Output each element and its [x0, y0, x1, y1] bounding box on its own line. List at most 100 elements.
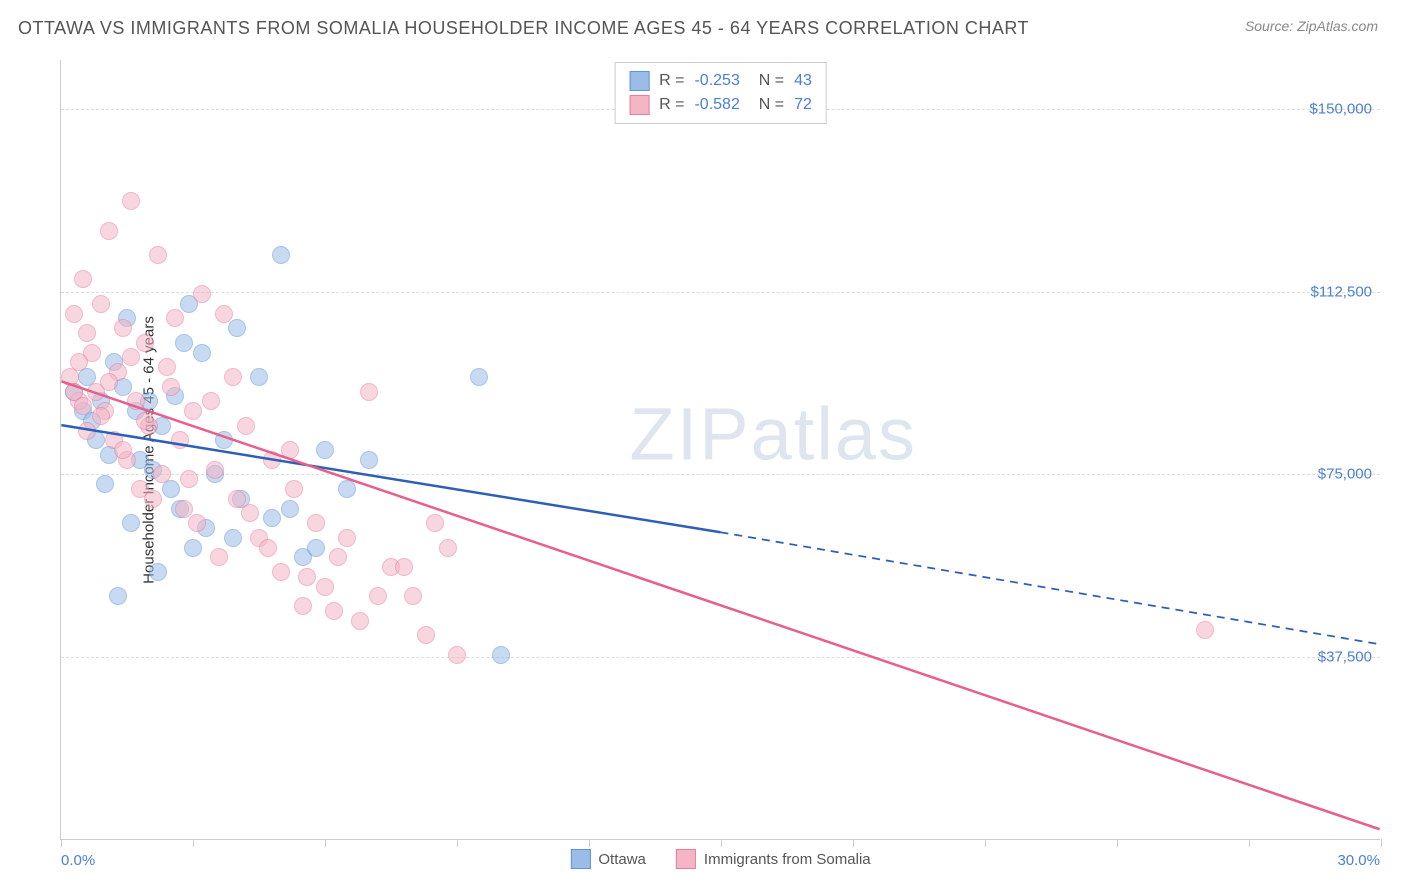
grid-line	[61, 474, 1380, 475]
scatter-point	[351, 612, 369, 630]
scatter-point	[180, 470, 198, 488]
x-tick	[985, 839, 986, 847]
x-tick	[325, 839, 326, 847]
x-min-label: 0.0%	[61, 852, 95, 869]
scatter-point	[228, 490, 246, 508]
legend-r-val-2: -0.582	[694, 93, 739, 117]
scatter-point	[122, 514, 140, 532]
scatter-point	[316, 441, 334, 459]
scatter-point	[259, 539, 277, 557]
scatter-point	[272, 246, 290, 264]
legend-r-label-2: R =	[659, 93, 684, 117]
legend-n-label: N =	[750, 69, 784, 93]
x-tick	[1249, 839, 1250, 847]
scatter-point	[78, 422, 96, 440]
legend-n-val-1: 43	[794, 69, 812, 93]
legend-n-val-2: 72	[794, 93, 812, 117]
legend-n-label-2: N =	[750, 93, 784, 117]
scatter-point	[122, 348, 140, 366]
legend-swatch-ottawa-b	[570, 849, 590, 869]
scatter-point	[193, 285, 211, 303]
legend-swatch-somalia	[629, 95, 649, 115]
watermark: ZIPatlas	[630, 391, 917, 476]
scatter-point	[136, 334, 154, 352]
scatter-point	[224, 368, 242, 386]
legend-bottom: Ottawa Immigrants from Somalia	[570, 849, 870, 869]
scatter-point	[149, 246, 167, 264]
scatter-point	[70, 353, 88, 371]
scatter-point	[263, 509, 281, 527]
scatter-point	[369, 587, 387, 605]
scatter-point	[307, 539, 325, 557]
scatter-point	[114, 441, 132, 459]
scatter-point	[153, 465, 171, 483]
scatter-point	[193, 344, 211, 362]
scatter-point	[74, 397, 92, 415]
legend-r-val-1: -0.253	[694, 69, 739, 93]
x-max-label: 30.0%	[1337, 852, 1380, 869]
scatter-point	[307, 514, 325, 532]
scatter-point	[470, 368, 488, 386]
scatter-point	[360, 383, 378, 401]
scatter-point	[294, 597, 312, 615]
scatter-point	[171, 431, 189, 449]
x-tick	[853, 839, 854, 847]
scatter-point	[215, 305, 233, 323]
scatter-point	[263, 451, 281, 469]
x-tick	[193, 839, 194, 847]
legend-label-ottawa: Ottawa	[598, 851, 646, 868]
scatter-point	[184, 402, 202, 420]
x-tick	[589, 839, 590, 847]
scatter-point	[96, 475, 114, 493]
legend-top-row-2: R = -0.582 N = 72	[629, 93, 812, 117]
scatter-point	[395, 558, 413, 576]
scatter-point	[338, 480, 356, 498]
x-tick	[1381, 839, 1382, 847]
scatter-point	[92, 407, 110, 425]
y-tick-label: $37,500	[1318, 649, 1372, 666]
trendlines-svg	[61, 60, 1380, 839]
scatter-point	[144, 490, 162, 508]
legend-top: R = -0.253 N = 43 R = -0.582 N = 72	[614, 62, 827, 124]
grid-line	[61, 292, 1380, 293]
scatter-point	[92, 295, 110, 313]
scatter-point	[241, 504, 259, 522]
source-label: Source: ZipAtlas.com	[1245, 18, 1378, 34]
watermark-bold: ZIP	[630, 392, 751, 475]
x-tick	[721, 839, 722, 847]
scatter-point	[325, 602, 343, 620]
legend-swatch-somalia-b	[676, 849, 696, 869]
y-tick-label: $75,000	[1318, 466, 1372, 483]
scatter-point	[228, 319, 246, 337]
scatter-point	[237, 417, 255, 435]
chart-title: OTTAWA VS IMMIGRANTS FROM SOMALIA HOUSEH…	[18, 18, 1029, 39]
scatter-point	[285, 480, 303, 498]
chart-container: Householder Income Ages 45 - 64 years ZI…	[60, 60, 1380, 840]
scatter-point	[215, 431, 233, 449]
legend-swatch-ottawa	[629, 71, 649, 91]
scatter-point	[417, 626, 435, 644]
scatter-point	[162, 378, 180, 396]
x-tick	[61, 839, 62, 847]
scatter-point	[136, 412, 154, 430]
scatter-point	[175, 500, 193, 518]
scatter-point	[149, 563, 167, 581]
scatter-point	[281, 500, 299, 518]
scatter-point	[281, 441, 299, 459]
x-tick	[1117, 839, 1118, 847]
scatter-point	[272, 563, 290, 581]
scatter-point	[166, 309, 184, 327]
legend-bottom-somalia: Immigrants from Somalia	[676, 849, 871, 869]
scatter-point	[298, 568, 316, 586]
scatter-point	[100, 222, 118, 240]
scatter-point	[184, 539, 202, 557]
scatter-point	[316, 578, 334, 596]
scatter-point	[65, 305, 83, 323]
scatter-point	[1196, 621, 1214, 639]
legend-top-row-1: R = -0.253 N = 43	[629, 69, 812, 93]
scatter-point	[122, 192, 140, 210]
legend-label-somalia: Immigrants from Somalia	[704, 851, 871, 868]
x-tick	[457, 839, 458, 847]
scatter-point	[224, 529, 242, 547]
y-tick-label: $112,500	[1311, 283, 1372, 300]
